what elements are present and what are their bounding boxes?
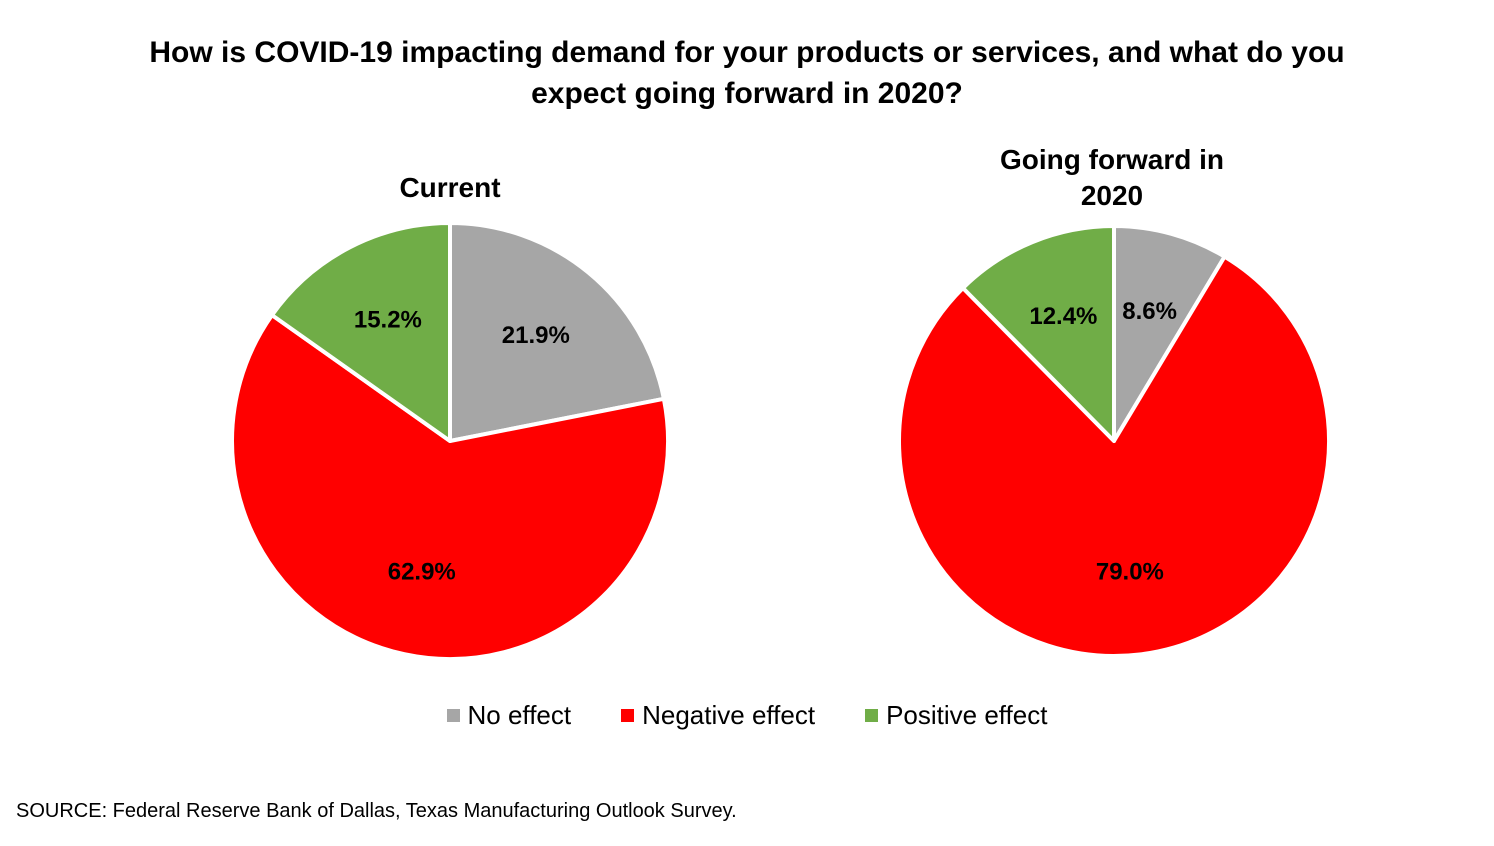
pie-data-label-positive-effect: 12.4% [1029, 303, 1097, 330]
legend: No effect Negative effect Positive effec… [0, 700, 1494, 731]
legend-item-positive-effect: Positive effect [865, 700, 1047, 731]
pie-data-label-no-effect: 21.9% [502, 322, 570, 349]
legend-label-negative-effect: Negative effect [642, 700, 816, 730]
pie-slice-no-effect [1112, 224, 1227, 443]
pie-title-going-forward-line-2: 2020 [1080, 180, 1144, 211]
legend-swatch-no-effect [446, 709, 460, 722]
chart-title-line-2: expect going forward in 2020? [531, 77, 963, 110]
pie-current: 21.9% 62.9% 15.2% [230, 221, 670, 661]
pie-slice-negative-effect [230, 313, 670, 661]
pie-data-label-no-effect: 8.6% [1122, 298, 1177, 325]
pie-data-label-negative-effect: 62.9% [388, 559, 456, 586]
chart-title-line-1: How is COVID-19 impacting demand for you… [149, 36, 1345, 69]
pie-slice-no-effect [448, 221, 666, 443]
legend-swatch-positive-effect [865, 709, 879, 722]
legend-label-positive-effect: Positive effect [886, 700, 1048, 730]
pie-slice-positive-effect [270, 221, 452, 443]
source-note: SOURCE: Federal Reserve Bank of Dallas, … [16, 800, 737, 822]
legend-item-no-effect: No effect [446, 700, 572, 731]
pie-slice-positive-effect [960, 224, 1116, 443]
pie-going-forward: 8.6% 79.0% 12.4% [896, 224, 1331, 658]
legend-swatch-negative-effect [621, 709, 635, 722]
pie-title-going-forward-line-1: Going forward in [1000, 144, 1224, 175]
legend-item-negative-effect: Negative effect [621, 700, 815, 731]
legend-label-no-effect: No effect [467, 700, 572, 730]
pie-data-label-positive-effect: 15.2% [354, 306, 422, 333]
pie-title-current: Current [399, 172, 501, 203]
pie-data-label-negative-effect: 79.0% [1096, 559, 1164, 586]
pie-title-going-forward: Going forward in 2020 [962, 142, 1262, 214]
pie-slice-negative-effect [896, 254, 1331, 658]
chart-title: How is COVID-19 impacting demand for you… [0, 32, 1494, 114]
